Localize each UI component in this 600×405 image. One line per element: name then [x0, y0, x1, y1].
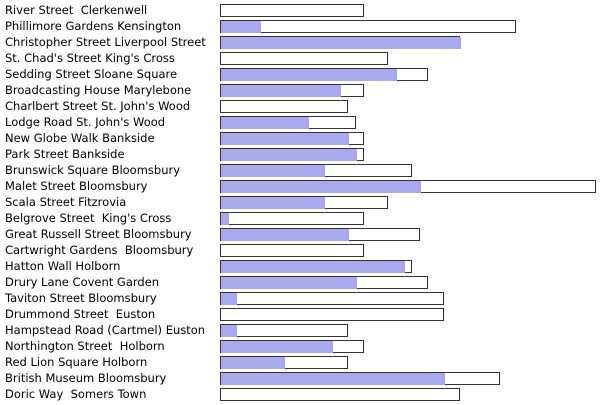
- capacity-bar: [220, 212, 364, 225]
- station-label: Scala Street Fitzrovia: [5, 195, 127, 209]
- station-label: Taviton Street Bloomsbury: [5, 291, 157, 305]
- station-label: Belgrove Street King's Cross: [5, 211, 172, 225]
- station-row: Red Lion Square Holborn: [0, 354, 600, 370]
- station-label: Phillimore Gardens Kensington: [5, 19, 182, 33]
- station-label: Malet Street Bloomsbury: [5, 179, 148, 193]
- station-row: Hampstead Road (Cartmel) Euston: [0, 322, 600, 338]
- station-label: Doric Way Somers Town: [5, 387, 147, 401]
- available-bar: [221, 325, 237, 337]
- station-row: Doric Way Somers Town: [0, 386, 600, 402]
- station-row: Phillimore Gardens Kensington: [0, 18, 600, 34]
- capacity-bar: [220, 244, 364, 257]
- station-label: St. Chad's Street King's Cross: [5, 51, 175, 65]
- station-row: Northington Street Holborn: [0, 338, 600, 354]
- available-bar: [221, 197, 325, 209]
- station-row: Park Street Bankside: [0, 146, 600, 162]
- capacity-bar: [220, 388, 460, 401]
- station-row: Malet Street Bloomsbury: [0, 178, 600, 194]
- available-bar: [221, 181, 421, 193]
- capacity-bar: [220, 324, 348, 337]
- available-bar: [221, 37, 461, 49]
- station-label: Red Lion Square Holborn: [5, 355, 148, 369]
- available-bar: [221, 277, 357, 289]
- station-row: Lodge Road St. John's Wood: [0, 114, 600, 130]
- available-bar: [221, 165, 325, 177]
- station-row: River Street Clerkenwell: [0, 2, 600, 18]
- station-row: British Museum Bloomsbury: [0, 370, 600, 386]
- station-label: Brunswick Square Bloomsbury: [5, 163, 181, 177]
- station-label: Christopher Street Liverpool Street: [5, 35, 206, 49]
- capacity-bar: [220, 4, 364, 17]
- station-label: Lodge Road St. John's Wood: [5, 115, 166, 129]
- station-row: Great Russell Street Bloomsbury: [0, 226, 600, 242]
- station-row: Broadcasting House Marylebone: [0, 82, 600, 98]
- station-row: Brunswick Square Bloomsbury: [0, 162, 600, 178]
- station-row: Hatton Wall Holborn: [0, 258, 600, 274]
- available-bar: [221, 341, 333, 353]
- available-bar: [221, 293, 237, 305]
- available-bar: [221, 117, 309, 129]
- available-bar: [221, 69, 397, 81]
- station-label: Drummond Street Euston: [5, 307, 156, 321]
- station-row: St. Chad's Street King's Cross: [0, 50, 600, 66]
- station-row: Taviton Street Bloomsbury: [0, 290, 600, 306]
- station-label: River Street Clerkenwell: [5, 3, 148, 17]
- station-label: Park Street Bankside: [5, 147, 125, 161]
- available-bar: [221, 149, 357, 161]
- station-label: Charlbert Street St. John's Wood: [5, 99, 191, 113]
- capacity-bar: [220, 308, 444, 321]
- station-label: New Globe Walk Bankside: [5, 131, 155, 145]
- capacity-bar: [220, 292, 444, 305]
- available-bar: [221, 85, 341, 97]
- station-row: Cartwright Gardens Bloomsbury: [0, 242, 600, 258]
- capacity-bar: [220, 52, 388, 65]
- station-row: Christopher Street Liverpool Street: [0, 34, 600, 50]
- station-row: Sedding Street Sloane Square: [0, 66, 600, 82]
- available-bar: [221, 229, 349, 241]
- station-label: Sedding Street Sloane Square: [5, 67, 178, 81]
- station-row: Scala Street Fitzrovia: [0, 194, 600, 210]
- station-label: Great Russell Street Bloomsbury: [5, 227, 192, 241]
- available-bar: [221, 261, 405, 273]
- station-label: Broadcasting House Marylebone: [5, 83, 192, 97]
- capacity-bar: [220, 100, 348, 113]
- capacity-bar: [220, 20, 516, 33]
- available-bar: [221, 213, 229, 225]
- station-label: Hampstead Road (Cartmel) Euston: [5, 323, 206, 337]
- station-label: Hatton Wall Holborn: [5, 259, 121, 273]
- station-row: Drury Lane Covent Garden: [0, 274, 600, 290]
- station-label: Drury Lane Covent Garden: [5, 275, 160, 289]
- station-row: Belgrove Street King's Cross: [0, 210, 600, 226]
- available-bar: [221, 21, 261, 33]
- available-bar: [221, 373, 445, 385]
- station-row: Drummond Street Euston: [0, 306, 600, 322]
- available-bar: [221, 133, 349, 145]
- available-bar: [221, 357, 285, 369]
- station-label: Northington Street Holborn: [5, 339, 165, 353]
- station-row: New Globe Walk Bankside: [0, 130, 600, 146]
- station-label: Cartwright Gardens Bloomsbury: [5, 243, 194, 257]
- station-label: British Museum Bloomsbury: [5, 371, 167, 385]
- station-row: Charlbert Street St. John's Wood: [0, 98, 600, 114]
